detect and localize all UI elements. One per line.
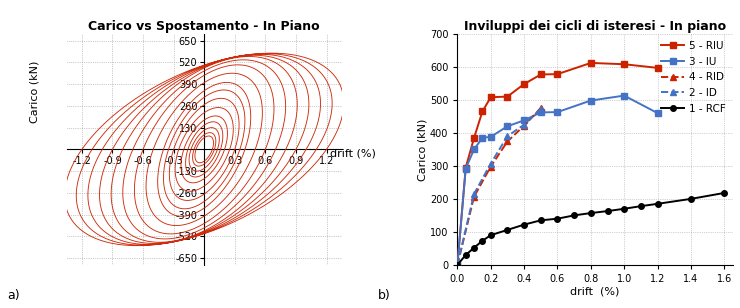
2 - ID [453,263,462,267]
5 - RIU [478,110,487,113]
Text: a): a) [7,289,20,302]
X-axis label: drift (%): drift (%) [330,148,376,158]
3 - IU [619,94,628,97]
Title: Inviluppi dei cicli di isteresi - In piano: Inviluppi dei cicli di isteresi - In pia… [464,20,726,33]
5 - RIU [653,66,662,70]
1 - RCF [470,246,479,249]
1 - RCF [619,207,628,211]
1 - RCF [586,211,595,215]
3 - IU [470,148,479,151]
2 - ID [519,123,528,127]
Y-axis label: Carico (kN): Carico (kN) [417,118,427,180]
Title: Carico vs Spostamento - In Piano: Carico vs Spostamento - In Piano [88,20,320,33]
3 - IU [586,99,595,102]
4 - RID [519,124,528,128]
5 - RIU [519,82,528,86]
1 - RCF [687,197,696,201]
Line: 2 - ID: 2 - ID [454,106,544,268]
1 - RCF [486,233,495,237]
5 - RIU [619,63,628,66]
1 - RCF [603,209,612,213]
1 - RCF [570,213,579,217]
1 - RCF [553,217,562,221]
5 - RIU [586,61,595,65]
3 - IU [553,110,562,114]
1 - RCF [503,228,512,232]
1 - RCF [653,202,662,206]
1 - RCF [720,191,729,195]
2 - ID [470,192,479,196]
4 - RID [503,140,512,143]
5 - RIU [453,263,462,267]
4 - RID [486,165,495,168]
3 - IU [486,135,495,139]
Line: 3 - IU: 3 - IU [454,92,661,268]
2 - ID [503,134,512,138]
5 - RIU [461,166,470,169]
1 - RCF [536,218,545,222]
3 - IU [503,124,512,128]
3 - IU [461,167,470,170]
2 - ID [536,107,545,111]
Line: 5 - RIU: 5 - RIU [454,60,661,268]
3 - IU [478,136,487,140]
4 - RID [536,106,545,110]
Line: 1 - RCF: 1 - RCF [454,190,727,268]
1 - RCF [453,263,462,267]
Text: b): b) [377,289,390,302]
2 - ID [486,162,495,165]
5 - RIU [553,72,562,76]
3 - IU [453,263,462,267]
4 - RID [470,195,479,198]
5 - RIU [470,136,479,140]
Legend: 5 - RIU, 3 - IU, 4 - RID, 2 - ID, 1 - RCF: 5 - RIU, 3 - IU, 4 - RID, 2 - ID, 1 - RC… [657,37,730,118]
1 - RCF [461,253,470,257]
Y-axis label: Carico (kN): Carico (kN) [29,60,39,123]
5 - RIU [536,73,545,76]
1 - RCF [478,239,487,243]
Line: 4 - RID: 4 - RID [454,105,544,268]
1 - RCF [519,223,528,226]
1 - RCF [636,204,645,208]
4 - RID [453,263,462,267]
3 - IU [519,119,528,122]
X-axis label: drift  (%): drift (%) [571,287,619,297]
5 - RIU [486,95,495,99]
3 - IU [653,111,662,115]
5 - RIU [503,95,512,99]
3 - IU [536,111,545,114]
